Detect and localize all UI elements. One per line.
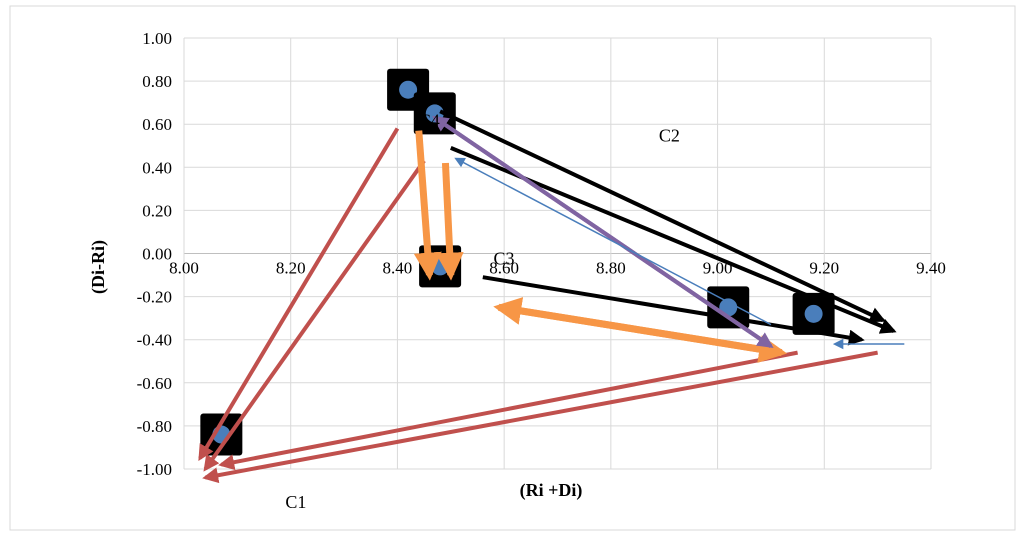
y-tick-label: 0.00	[142, 245, 172, 264]
x-axis-label: (Ri +Di)	[520, 480, 583, 501]
data-point-dot	[399, 80, 418, 99]
x-tick-label: 8.40	[383, 259, 413, 278]
y-tick-label: 0.60	[142, 115, 172, 134]
y-tick-label: 0.80	[142, 72, 172, 91]
orange-arrow	[435, 162, 464, 281]
purple-arrow	[432, 115, 773, 348]
annotation-c3: C3	[493, 248, 514, 268]
y-tick-label: -1.00	[137, 460, 172, 479]
x-tick-label: 8.20	[276, 259, 306, 278]
black-arrow	[439, 109, 886, 323]
y-tick-label: 0.20	[142, 201, 172, 220]
orange-arrow	[413, 130, 442, 281]
data-point-dot	[431, 257, 450, 276]
y-tick-label: 0.40	[142, 158, 172, 177]
red-arrow	[198, 127, 400, 461]
y-axis-label: (Di-Ri)	[88, 240, 109, 294]
x-tick-label: 8.60	[489, 259, 519, 278]
red-arrow	[203, 159, 426, 472]
x-tick-label: 8.00	[169, 259, 199, 278]
x-tick-label: 8.80	[596, 259, 626, 278]
label-layer: C1C2C3C4C5C6	[285, 110, 680, 512]
black-arrow	[482, 275, 865, 346]
x-tick-label: 9.20	[809, 259, 839, 278]
y-tick-label: 1.00	[142, 29, 172, 48]
data-point-dot	[804, 304, 823, 323]
blue-arrow	[454, 157, 772, 326]
tick-layer: 1.00 0.80 0.60 0.40 0.20 0.00 -0.20 -0.40 -0.60 -…	[137, 29, 946, 479]
annotation-c2: C2	[659, 125, 680, 145]
y-tick-label: -0.60	[137, 374, 172, 393]
y-tick-label: -0.20	[137, 288, 172, 307]
chart-border	[9, 5, 1016, 531]
orange-arrow	[493, 297, 783, 357]
y-tick-label: -0.80	[137, 417, 172, 436]
arrow-layer	[198, 109, 905, 484]
x-tick-label: 9.40	[916, 259, 946, 278]
red-arrow	[218, 350, 798, 471]
annotation-c4: C4	[419, 110, 440, 130]
annotation-c1: C1	[285, 492, 306, 512]
y-tick-label: -0.40	[137, 331, 172, 350]
red-arrow	[202, 350, 879, 484]
